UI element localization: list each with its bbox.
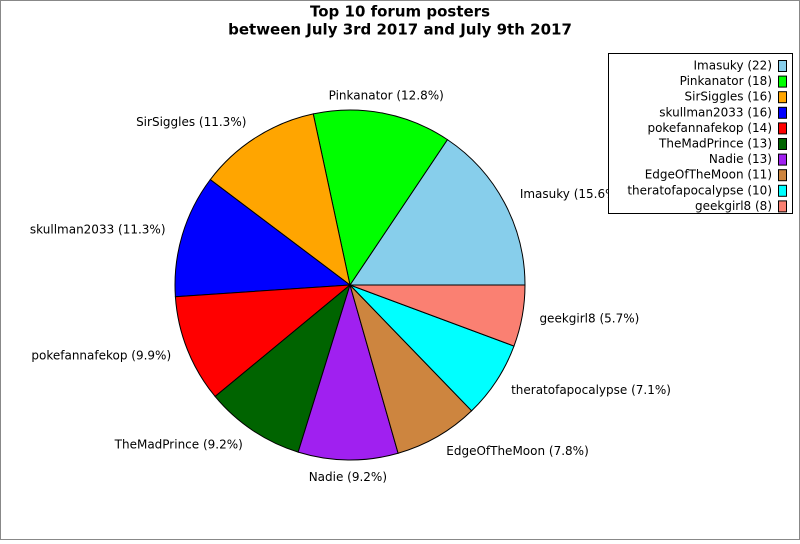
- pie-slice: [297, 283, 399, 461]
- legend-label: SirSiggles (16): [685, 90, 773, 104]
- legend-label: Nadie (13): [709, 152, 772, 166]
- legend-swatch: [778, 184, 787, 197]
- pie-slice: [209, 113, 351, 287]
- legend-label: Pinkanator (18): [680, 74, 772, 88]
- slice-label: Imasuky (15.6%): [520, 187, 621, 201]
- slice-label: TheMadPrince (9.2%): [114, 437, 243, 451]
- pie: [174, 109, 526, 461]
- legend-box: [608, 53, 793, 214]
- legend-label: skullman2033 (16): [659, 105, 772, 119]
- legend-label: TheMadPrince (13): [658, 137, 772, 151]
- legend-label: Imasuky (22): [693, 59, 772, 73]
- legend-swatch: [778, 153, 787, 166]
- pie-slice: [349, 138, 526, 286]
- legend-label: geekgirl8 (8): [695, 199, 772, 213]
- slice-label: EdgeOfTheMoon (7.8%): [446, 444, 589, 458]
- slice-label: pokefannafekop (9.9%): [31, 349, 171, 363]
- legend-swatch: [778, 122, 787, 135]
- legend-label: pokefannafekop (14): [647, 121, 772, 135]
- chart-subtitle: between July 3rd 2017 and July 9th 2017: [228, 21, 572, 39]
- pie-slice: [174, 178, 352, 298]
- slice-label: Nadie (9.2%): [309, 470, 387, 484]
- legend-swatch: [778, 138, 787, 150]
- slice-label: theratofapocalypse (7.1%): [511, 383, 671, 397]
- slice-labels: Imasuky (15.6%) Pinkanator (12.8%) SirSigg…: [30, 88, 671, 484]
- pie-slice: [214, 283, 351, 453]
- legend: Imasuky (22)Pinkanator (18) SirSiggles (1…: [608, 53, 793, 214]
- legend-swatch: [778, 169, 787, 182]
- chart-title: Top 10 forum posters: [310, 3, 490, 21]
- legend-swatch: [778, 91, 787, 104]
- slice-label: Pinkanator (12.8%): [329, 88, 444, 102]
- slice-label: SirSiggles (11.3%): [136, 115, 246, 129]
- legend-swatch: [778, 106, 787, 119]
- legend-swatch: [778, 200, 787, 213]
- slice-label: geekgirl8 (5.7%): [539, 312, 639, 326]
- slice-label: skullman2033 (11.3%): [30, 223, 166, 237]
- pie-slice: [312, 109, 449, 287]
- pie-slice: [174, 284, 352, 398]
- legend-swatch: [778, 60, 787, 72]
- pie-slice: [349, 284, 526, 347]
- legend-label: EdgeOfTheMoon (11): [645, 168, 772, 182]
- legend-label: theratofapocalypse (10): [627, 183, 772, 197]
- legend-swatch: [778, 75, 787, 88]
